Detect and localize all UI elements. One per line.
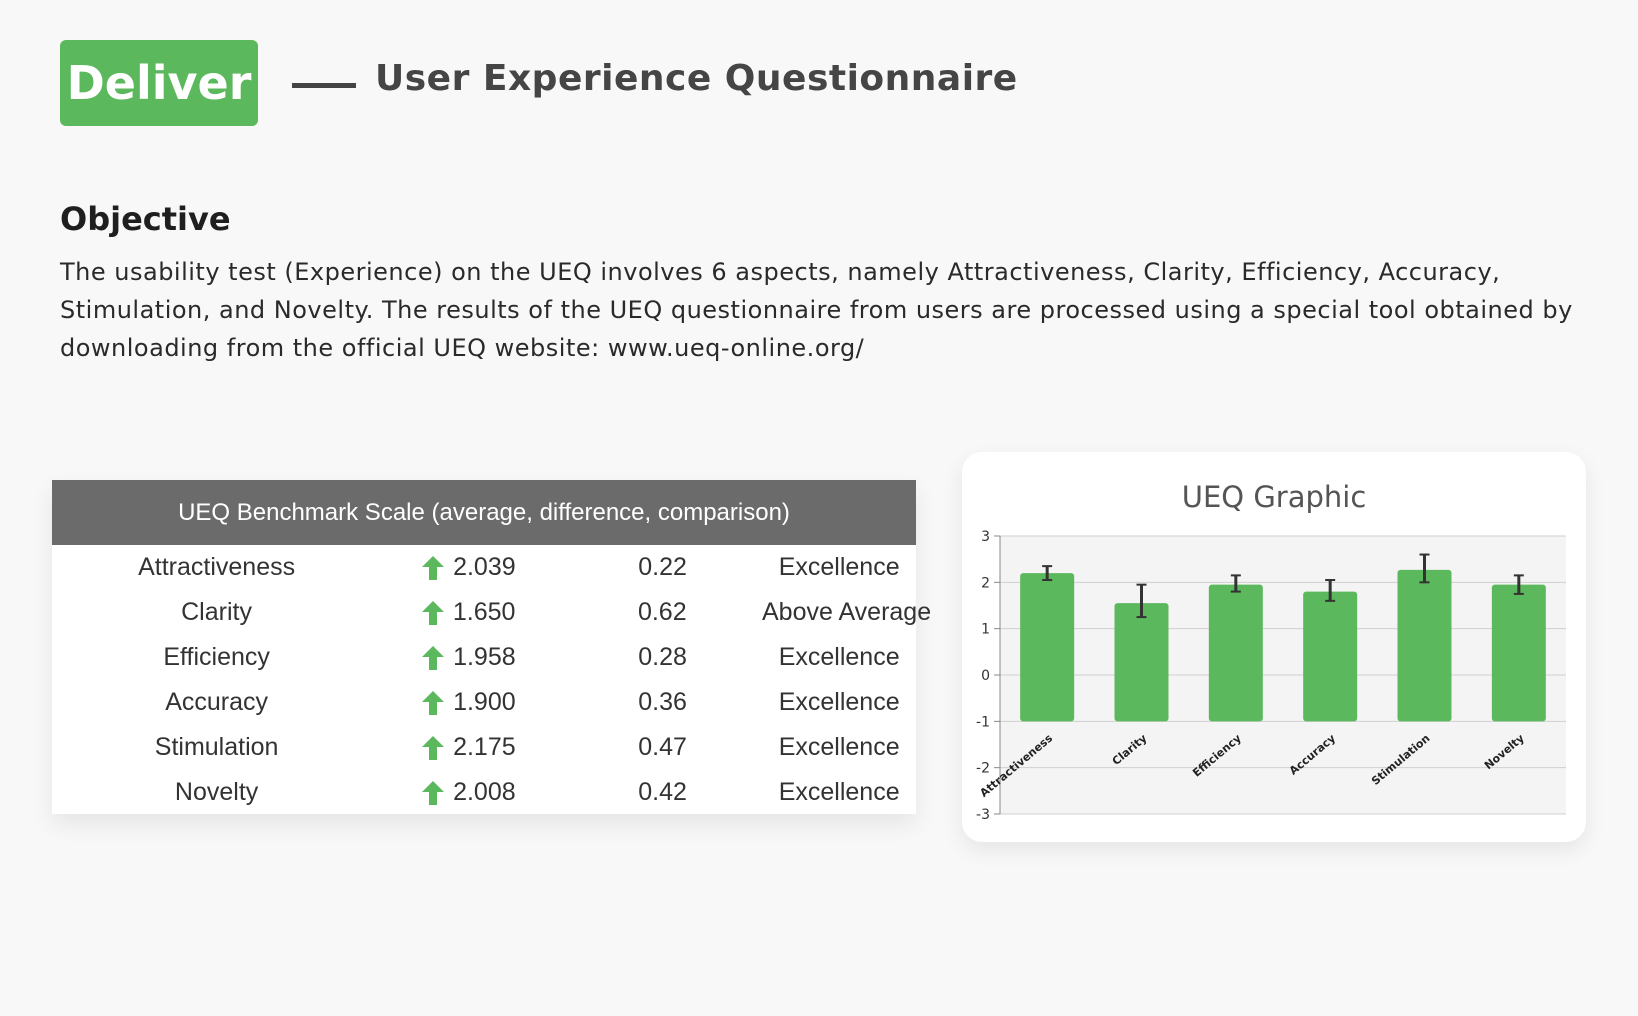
page-title: User Experience Questionnaire — [375, 58, 1018, 99]
arrow-up-icon — [381, 645, 451, 671]
chart-title: UEQ Graphic — [1181, 480, 1367, 514]
arrow-up-icon — [381, 780, 451, 806]
arrow-up-icon — [381, 690, 451, 716]
aspect-name: Stimulation — [154, 733, 279, 761]
difference-value: 0.42 — [638, 778, 687, 806]
aspect-name: Attractiveness — [138, 553, 296, 581]
average-value: 1.958 — [453, 643, 516, 671]
table-row: Accuracy 1.900 0.36 Excellence — [52, 680, 916, 725]
difference-value: 0.28 — [638, 643, 687, 671]
average-value: 1.900 — [453, 688, 516, 716]
y-tick-label: 2 — [981, 575, 990, 591]
y-tick-label: -1 — [976, 714, 990, 730]
table-row: Novelty 2.008 0.42 Excellence — [52, 770, 916, 815]
difference-value: 0.62 — [637, 598, 687, 626]
y-tick-label: 0 — [981, 668, 990, 684]
bar — [1491, 584, 1546, 722]
comparison-value: Above Average — [762, 598, 932, 626]
y-tick-label: -3 — [976, 807, 990, 823]
arrow-up-icon — [381, 600, 451, 626]
difference-value: 0.36 — [638, 688, 687, 716]
average-value: 2.008 — [453, 778, 516, 806]
bar — [1020, 573, 1075, 722]
title-divider — [292, 83, 356, 88]
bar — [1114, 603, 1169, 722]
bar — [1303, 591, 1358, 722]
benchmark-table-header: UEQ Benchmark Scale (average, difference… — [52, 480, 916, 545]
comparison-value: Excellence — [778, 553, 900, 581]
aspect-name: Clarity — [181, 598, 252, 626]
objective-heading: Objective — [60, 200, 231, 238]
deliver-badge: Deliver — [60, 40, 258, 126]
average-value: 1.650 — [452, 598, 516, 626]
y-tick-label: 1 — [981, 622, 990, 638]
arrow-up-icon — [381, 555, 451, 581]
table-row: Attractiveness 2.039 0.22 Excellence — [52, 545, 916, 590]
comparison-value: Excellence — [778, 778, 900, 806]
aspect-name: Novelty — [174, 778, 259, 806]
bar — [1397, 569, 1452, 722]
y-tick-label: -2 — [976, 761, 990, 777]
benchmark-table-body: Attractiveness 2.039 0.22 Excellence Clarity… — [52, 545, 932, 815]
y-tick-label: 3 — [981, 529, 990, 545]
aspect-name: Accuracy — [165, 688, 269, 716]
table-row: Clarity 1.650 0.62 Above Average — [52, 590, 932, 635]
benchmark-table: UEQ Benchmark Scale (average, difference… — [52, 480, 932, 815]
comparison-value: Excellence — [778, 643, 900, 671]
difference-value: 0.22 — [638, 553, 687, 581]
comparison-value: Excellence — [778, 688, 900, 716]
comparison-value: Excellence — [778, 733, 900, 761]
bar — [1208, 584, 1263, 722]
average-value: 2.175 — [453, 733, 516, 761]
difference-value: 0.47 — [638, 733, 687, 761]
arrow-up-icon — [381, 735, 451, 761]
average-value: 2.039 — [453, 553, 516, 581]
ueq-chart-card: UEQ Graphic 3 2 1 0 -1 -2 -3 Attractiveness Clar… — [962, 452, 1586, 842]
table-row: Efficiency 1.958 0.28 Excellence — [52, 635, 916, 680]
objective-text: The usability test (Experience) on the U… — [60, 258, 1573, 362]
table-row: Stimulation 2.175 0.47 Excellence — [52, 725, 916, 770]
aspect-name: Efficiency — [163, 643, 270, 671]
